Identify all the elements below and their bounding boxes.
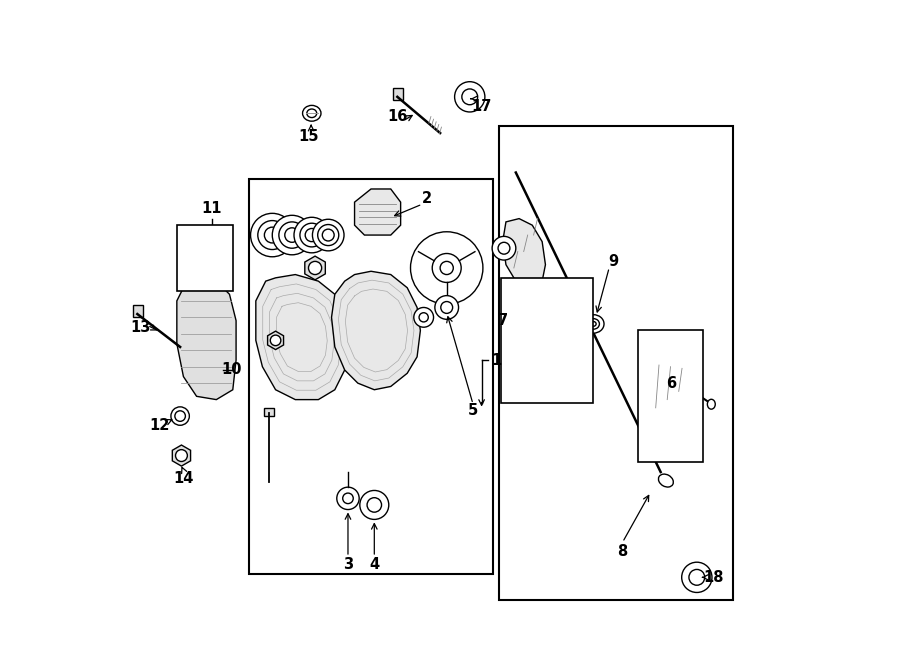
Polygon shape bbox=[331, 271, 420, 390]
Text: 5: 5 bbox=[468, 403, 478, 418]
Circle shape bbox=[337, 487, 359, 510]
Polygon shape bbox=[503, 219, 545, 288]
Text: 3: 3 bbox=[343, 557, 353, 572]
Bar bbox=[249, 179, 493, 574]
Text: 7: 7 bbox=[499, 313, 508, 328]
Ellipse shape bbox=[583, 315, 604, 333]
Polygon shape bbox=[256, 274, 348, 400]
Circle shape bbox=[414, 307, 434, 327]
Ellipse shape bbox=[591, 322, 596, 327]
Circle shape bbox=[681, 563, 712, 592]
Text: 15: 15 bbox=[298, 129, 319, 144]
Polygon shape bbox=[178, 247, 193, 263]
Ellipse shape bbox=[307, 109, 317, 118]
Circle shape bbox=[462, 89, 478, 104]
Circle shape bbox=[410, 232, 483, 304]
Circle shape bbox=[435, 295, 459, 319]
Bar bbox=[637, 330, 704, 462]
Text: 17: 17 bbox=[472, 99, 491, 114]
Circle shape bbox=[343, 493, 353, 504]
Circle shape bbox=[440, 261, 454, 274]
Text: 4: 4 bbox=[369, 557, 380, 572]
Circle shape bbox=[279, 222, 305, 249]
Circle shape bbox=[419, 313, 428, 322]
Bar bbox=[265, 408, 274, 416]
Ellipse shape bbox=[171, 407, 189, 425]
Text: 12: 12 bbox=[148, 418, 169, 434]
Circle shape bbox=[300, 223, 324, 247]
Text: 6: 6 bbox=[666, 375, 676, 391]
Bar bbox=[501, 278, 593, 403]
Ellipse shape bbox=[302, 105, 321, 121]
Text: 16: 16 bbox=[387, 109, 408, 124]
Text: 18: 18 bbox=[703, 570, 724, 585]
Circle shape bbox=[250, 214, 294, 256]
Polygon shape bbox=[176, 278, 236, 400]
Circle shape bbox=[273, 215, 311, 254]
Text: 13: 13 bbox=[130, 320, 151, 334]
Circle shape bbox=[441, 301, 453, 313]
Bar bbox=[500, 126, 733, 600]
Ellipse shape bbox=[659, 474, 673, 487]
Bar bbox=[392, 89, 402, 100]
Circle shape bbox=[176, 449, 187, 461]
Text: 2: 2 bbox=[422, 191, 432, 206]
Text: 1: 1 bbox=[491, 352, 501, 368]
Circle shape bbox=[367, 498, 382, 512]
Circle shape bbox=[312, 219, 344, 251]
Text: 11: 11 bbox=[202, 201, 222, 216]
Polygon shape bbox=[172, 445, 191, 466]
Ellipse shape bbox=[175, 410, 185, 421]
Polygon shape bbox=[355, 189, 400, 235]
Circle shape bbox=[284, 228, 300, 243]
Text: 14: 14 bbox=[173, 471, 194, 486]
Text: 9: 9 bbox=[608, 254, 618, 269]
Circle shape bbox=[360, 490, 389, 520]
Ellipse shape bbox=[707, 399, 716, 409]
Circle shape bbox=[309, 261, 321, 274]
Circle shape bbox=[265, 227, 280, 243]
Polygon shape bbox=[305, 256, 325, 280]
Circle shape bbox=[318, 225, 338, 246]
Ellipse shape bbox=[588, 319, 599, 329]
Polygon shape bbox=[267, 331, 284, 350]
Circle shape bbox=[498, 243, 510, 254]
Circle shape bbox=[270, 335, 281, 346]
Circle shape bbox=[294, 217, 329, 253]
Circle shape bbox=[492, 237, 516, 260]
Polygon shape bbox=[198, 247, 212, 263]
Circle shape bbox=[688, 569, 705, 585]
Circle shape bbox=[181, 251, 190, 259]
Circle shape bbox=[322, 229, 334, 241]
Text: 10: 10 bbox=[221, 362, 242, 377]
Polygon shape bbox=[641, 360, 690, 422]
Circle shape bbox=[305, 229, 319, 242]
Text: 8: 8 bbox=[617, 543, 627, 559]
Circle shape bbox=[454, 82, 485, 112]
Circle shape bbox=[201, 251, 210, 259]
Bar bbox=[176, 225, 233, 291]
Circle shape bbox=[257, 221, 287, 250]
Circle shape bbox=[432, 253, 461, 282]
Bar bbox=[132, 305, 143, 317]
